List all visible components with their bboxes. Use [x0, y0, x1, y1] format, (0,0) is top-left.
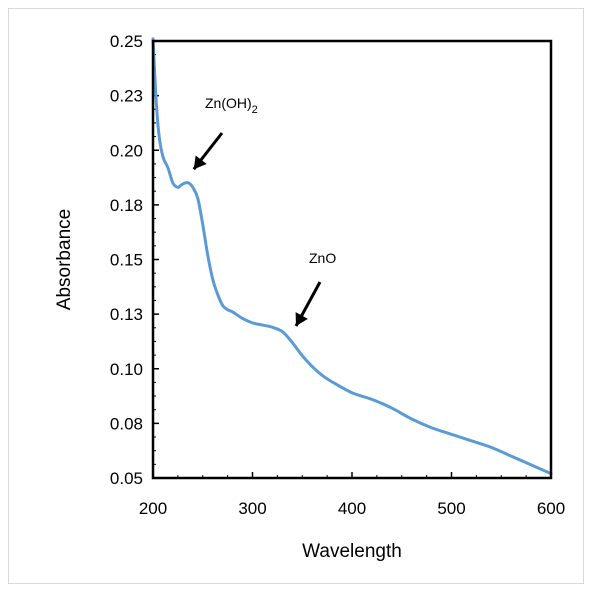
y-tick-label: 0.25	[110, 32, 143, 51]
y-tick-label: 0.20	[110, 141, 143, 160]
y-tick-label: 0.18	[110, 196, 143, 215]
annotation-znoh2-base: Zn(OH)	[205, 95, 252, 111]
x-tick-label: 400	[338, 499, 366, 518]
chart-frame	[8, 8, 584, 584]
y-tick-label: 0.05	[110, 469, 143, 488]
y-tick-label: 0.15	[110, 251, 143, 270]
x-axis-title: Wavelength	[302, 541, 402, 562]
x-tick-label: 500	[437, 499, 465, 518]
y-tick-label: 0.10	[110, 360, 143, 379]
annotations: Zn(OH)2 ZnO	[192, 95, 336, 327]
x-tick-label: 200	[139, 499, 167, 518]
annotation-znoh2-subscript: 2	[252, 104, 258, 116]
x-tick-label: 300	[238, 499, 266, 518]
series-line	[151, 37, 553, 476]
annotation-znoh2: Zn(OH)2	[205, 95, 258, 116]
y-tick-label: 0.23	[110, 87, 143, 106]
annotation-zno: ZnO	[309, 250, 336, 266]
y-tick-label: 0.13	[110, 305, 143, 324]
series-layer	[151, 37, 553, 476]
annotation-arrowhead	[295, 312, 308, 326]
plot-area-border	[151, 39, 553, 480]
y-axis-title: Absorbance	[54, 209, 75, 310]
annotation-arrowhead	[193, 155, 207, 170]
y-tick-label: 0.08	[110, 414, 143, 433]
tick-labels: 0.05 0.08 0.10 0.13 0.15 0.18 0.20 0.23 0.25 200 3…	[110, 32, 565, 518]
x-tick-label: 600	[537, 499, 565, 518]
